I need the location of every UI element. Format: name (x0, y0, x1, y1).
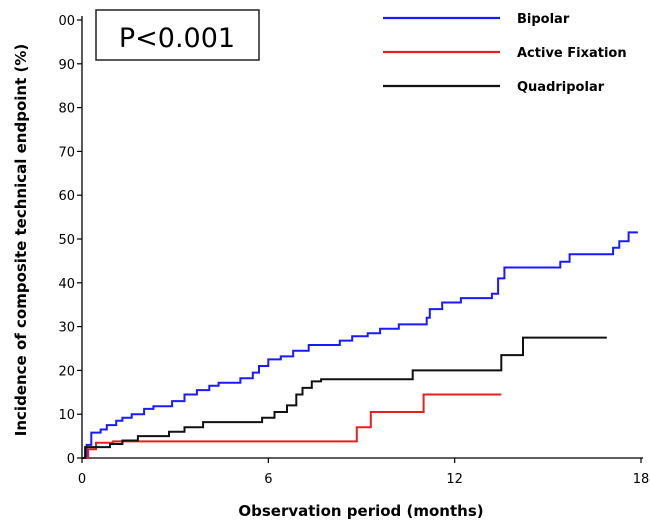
x-tick-label: 18 (633, 472, 650, 487)
series-line-bipolar (82, 231, 638, 459)
y-tick-label: 70 (58, 145, 75, 160)
legend-label-quadripolar: Quadripolar (517, 80, 605, 95)
y-tick-label: 80 (58, 102, 75, 117)
legend: Bipolar Active Fixation Quadripolar (383, 12, 627, 95)
series-line-quadripolar (82, 336, 607, 459)
y-axis-title: Incidence of composite technical endpoin… (12, 44, 30, 436)
series-lines (82, 231, 638, 459)
y-tick-label: 50 (58, 233, 75, 248)
legend-label-bipolar: Bipolar (517, 12, 570, 27)
x-tick-label: 0 (78, 472, 86, 487)
y-tick-label: 40 (58, 277, 75, 292)
legend-label-active-fixation: Active Fixation (517, 46, 627, 61)
y-tick-label: 90 (58, 58, 75, 73)
axes (81, 16, 643, 459)
x-tick-label: 12 (446, 472, 463, 487)
x-axis-title: Observation period (months) (238, 502, 483, 520)
y-tick-label: 60 (58, 189, 75, 204)
y-tick-label: 0 (67, 452, 75, 467)
p-value-box (95, 9, 260, 61)
series-line-active-fixation (82, 393, 502, 459)
y-tick-label: 10 (58, 408, 75, 423)
p-value-annotation: P<0.001 (119, 23, 235, 54)
y-tick-label: 20 (58, 364, 75, 379)
y-tick-label: 00 (58, 14, 75, 29)
y-tick-label: 30 (58, 321, 75, 336)
x-tick-label: 6 (264, 472, 272, 487)
